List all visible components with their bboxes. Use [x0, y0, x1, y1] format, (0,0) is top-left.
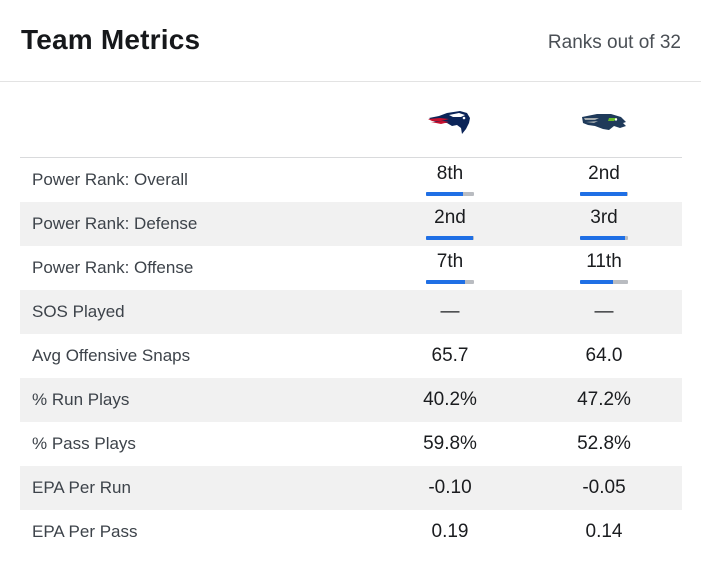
team2-value-cell: —: [554, 290, 654, 323]
rank-value: 2nd: [434, 207, 466, 228]
seahawks-logo-icon[interactable]: [581, 109, 627, 135]
metric-value: -0.05: [582, 477, 626, 498]
metric-value: 64.0: [585, 345, 623, 366]
team2-rank-cell: 3rd: [554, 202, 654, 240]
metric-value: —: [440, 301, 460, 322]
rank-bar-fill: [426, 192, 464, 196]
patriots-logo-icon[interactable]: [427, 109, 473, 135]
team2-value-cell: 47.2%: [554, 378, 654, 411]
metric-label: Power Rank: Defense: [32, 214, 198, 233]
team2-value-cell: 0.14: [554, 510, 654, 543]
team1-rank-cell: 7th: [400, 246, 500, 284]
metric-value: 40.2%: [423, 389, 477, 410]
rank-bar: [580, 192, 628, 196]
team2-rank-cell: 2nd: [554, 158, 654, 196]
team2-value-cell: 64.0: [554, 334, 654, 367]
rank-bar-fill: [426, 236, 473, 240]
metric-value: —: [594, 301, 614, 322]
table-row-run-plays: % Run Plays 40.2% 47.2%: [20, 378, 682, 422]
rank-value: 8th: [436, 163, 464, 184]
metric-label: SOS Played: [32, 302, 125, 321]
rank-bar: [580, 236, 628, 240]
metric-value: 0.14: [585, 521, 623, 542]
table-row-pass-plays: % Pass Plays 59.8% 52.8%: [20, 422, 682, 466]
metric-label: Avg Offensive Snaps: [32, 346, 191, 365]
rank-value: 11th: [586, 251, 622, 272]
rank-value: 3rd: [590, 207, 618, 228]
metric-label: EPA Per Pass: [32, 522, 138, 541]
rank-bar-fill: [580, 280, 614, 284]
metrics-table: Power Rank: Overall 8th 2nd Power Rank: …: [20, 157, 682, 554]
team1-rank-cell: 2nd: [400, 202, 500, 240]
rank-bar: [580, 280, 628, 284]
rank-value: 2nd: [588, 163, 620, 184]
team-logos-row: [20, 83, 682, 157]
card-header: Team Metrics Ranks out of 32: [0, 0, 701, 82]
team2-rank-cell: 11th: [554, 246, 654, 284]
rank-bar-fill: [426, 280, 465, 284]
rank-bar-fill: [580, 192, 627, 196]
rank-bar-fill: [580, 236, 626, 240]
rank-value: 7th: [436, 251, 464, 272]
ranks-caption: Ranks out of 32: [547, 32, 681, 53]
table-row-power-rank-offense: Power Rank: Offense 7th 11th: [20, 246, 682, 290]
metric-value: 65.7: [431, 345, 469, 366]
team1-value-cell: —: [400, 290, 500, 323]
rank-bar: [426, 236, 474, 240]
team2-value-cell: -0.05: [554, 466, 654, 499]
team1-value-cell: 59.8%: [400, 422, 500, 455]
team1-value-cell: 65.7: [400, 334, 500, 367]
table-row-power-rank-defense: Power Rank: Defense 2nd 3rd: [20, 202, 682, 246]
team1-value-cell: 0.19: [400, 510, 500, 543]
rank-bar: [426, 280, 474, 284]
page-title: Team Metrics: [21, 24, 201, 55]
metric-value: 59.8%: [423, 433, 477, 454]
metric-value: 47.2%: [577, 389, 631, 410]
metric-label: Power Rank: Offense: [32, 258, 194, 277]
table-row-epa-per-pass: EPA Per Pass 0.19 0.14: [20, 510, 682, 554]
metric-value: 52.8%: [577, 433, 631, 454]
table-row-epa-per-run: EPA Per Run -0.10 -0.05: [20, 466, 682, 510]
team2-value-cell: 52.8%: [554, 422, 654, 455]
rank-bar: [426, 192, 474, 196]
metric-label: EPA Per Run: [32, 478, 131, 497]
table-row-sos-played: SOS Played — —: [20, 290, 682, 334]
team1-value-cell: 40.2%: [400, 378, 500, 411]
metric-value: -0.10: [428, 477, 472, 498]
table-row-power-rank-overall: Power Rank: Overall 8th 2nd: [20, 158, 682, 202]
metric-label: % Pass Plays: [32, 434, 136, 453]
metric-label: Power Rank: Overall: [32, 170, 188, 189]
metric-value: 0.19: [431, 521, 469, 542]
table-row-avg-offensive-snaps: Avg Offensive Snaps 65.7 64.0: [20, 334, 682, 378]
team1-value-cell: -0.10: [400, 466, 500, 499]
metric-label: % Run Plays: [32, 390, 130, 409]
team1-rank-cell: 8th: [400, 158, 500, 196]
